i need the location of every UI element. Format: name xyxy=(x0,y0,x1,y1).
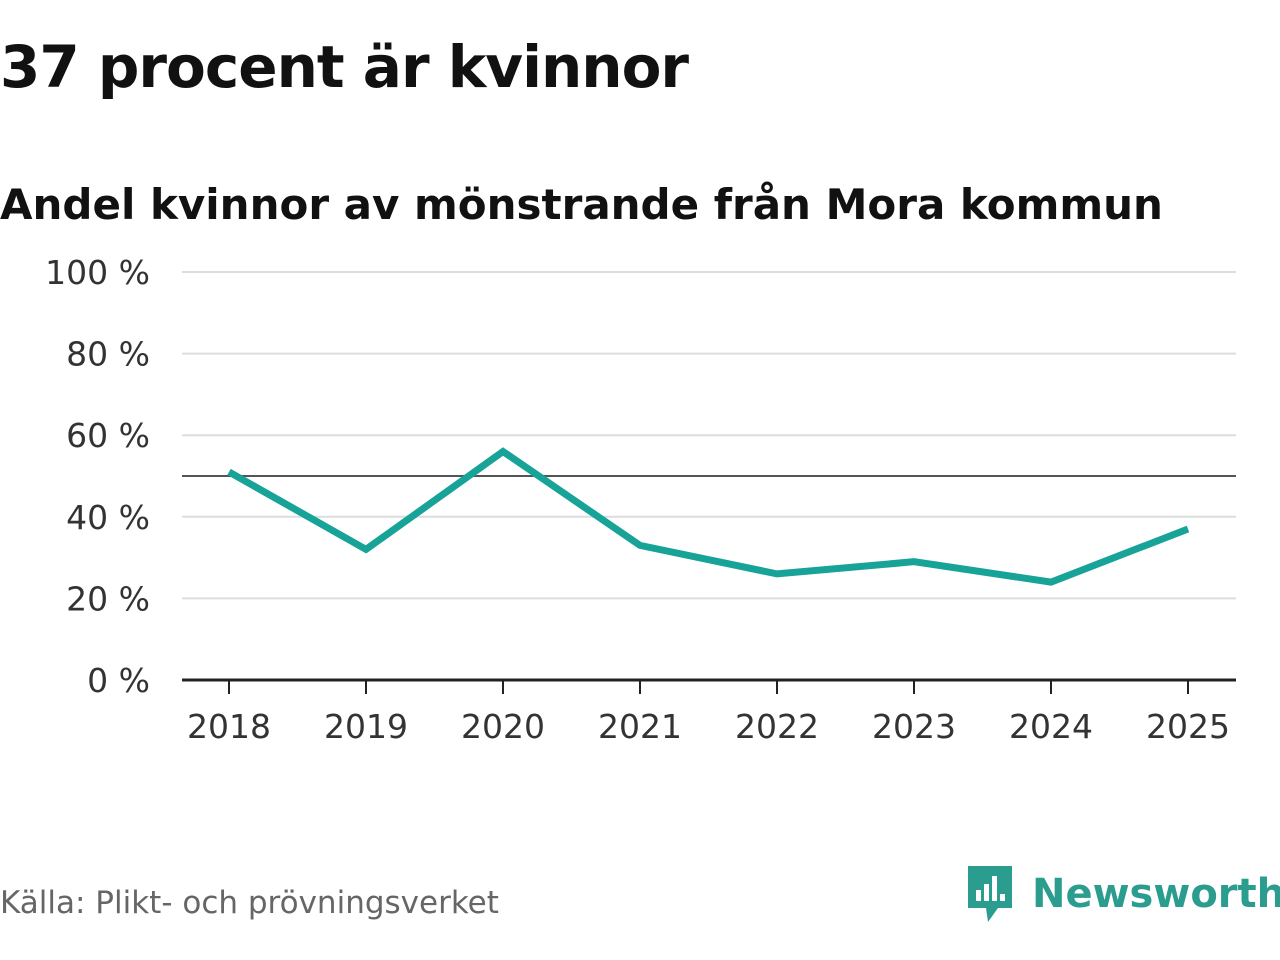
x-tick-label: 2023 xyxy=(872,707,956,746)
series-line-andel-kvinnor xyxy=(227,447,1190,586)
y-tick-label: 60 % xyxy=(66,416,150,455)
newsworthy-logo-icon xyxy=(968,866,1012,922)
y-tick-label: 20 % xyxy=(66,579,150,618)
line-chart: 0 % 20 % 40 % 60 % 80 % 100 % 2018 2019 2020 202… xyxy=(45,253,1236,746)
grid-lines xyxy=(182,271,1236,600)
x-tick-label: 2019 xyxy=(324,707,408,746)
y-tick-label: 0 % xyxy=(87,661,150,700)
chart-title: 37 procent är kvinnor xyxy=(0,33,689,101)
chart-subtitle: Andel kvinnor av mönstrande från Mora ko… xyxy=(0,180,1163,229)
x-tick-label: 2020 xyxy=(461,707,545,746)
y-axis-labels: 0 % 20 % 40 % 60 % 80 % 100 % xyxy=(45,253,150,700)
y-tick-label: 80 % xyxy=(66,335,150,374)
x-tick-label: 2025 xyxy=(1146,707,1230,746)
source-note: Källa: Plikt- och prövningsverket xyxy=(0,885,499,921)
newsworthy-brand[interactable]: Newsworthy xyxy=(964,864,1280,924)
x-tick-label: 2022 xyxy=(735,707,819,746)
x-axis-ticks: 2018 2019 2020 2021 2022 2023 2024 2025 xyxy=(187,680,1230,746)
brand-name: Newsworthy xyxy=(1032,871,1280,917)
x-tick-label: 2018 xyxy=(187,707,271,746)
y-tick-label: 40 % xyxy=(66,498,150,537)
y-tick-label: 100 % xyxy=(45,253,150,292)
x-tick-label: 2024 xyxy=(1009,707,1093,746)
x-tick-label: 2021 xyxy=(598,707,682,746)
